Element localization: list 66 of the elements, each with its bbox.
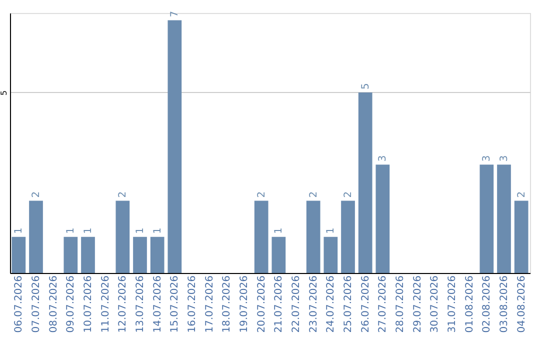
x-tick-label: 26.07.2026 [360, 276, 372, 333]
data-label: 2 [343, 191, 354, 198]
data-label: 1 [152, 228, 164, 234]
bar [116, 200, 130, 273]
bar [306, 200, 320, 273]
data-label: 3 [378, 155, 389, 162]
x-tick-label: 11.07.2026 [100, 276, 112, 333]
x-tick-label: 02.08.2026 [482, 276, 493, 333]
x-tick-label: 31.07.2026 [447, 276, 458, 333]
bar [341, 200, 355, 273]
data-label: 1 [83, 228, 94, 234]
x-tick-label: 06.07.2026 [14, 276, 25, 333]
bar [133, 236, 147, 273]
data-label: 2 [516, 191, 528, 198]
x-tick-label: 19.07.2026 [239, 276, 250, 333]
bar [150, 236, 164, 273]
bar [358, 92, 372, 273]
x-tick-label: 15.07.2026 [170, 276, 181, 333]
x-tick-label: 23.07.2026 [308, 276, 320, 333]
x-tick-label: 18.07.2026 [222, 276, 233, 333]
x-tick-label: 25.07.2026 [343, 276, 354, 333]
x-tick-label: 16.07.2026 [187, 276, 198, 333]
x-tick-label: 09.07.2026 [66, 276, 77, 333]
x-tick-label: 20.07.2026 [256, 276, 268, 333]
data-label: 2 [31, 191, 42, 198]
bar [64, 236, 78, 273]
bar [324, 236, 338, 273]
x-tick-label: 24.07.2026 [326, 276, 337, 333]
data-label: 3 [499, 155, 510, 162]
x-tick-label: 07.07.2026 [31, 276, 42, 333]
bar [81, 236, 95, 273]
bar [29, 200, 43, 273]
bar [497, 164, 511, 273]
data-label: 2 [256, 191, 268, 198]
x-tick-label: 14.07.2026 [152, 276, 164, 333]
data-label: 1 [326, 228, 337, 234]
x-tick-label: 10.07.2026 [83, 276, 94, 333]
x-tick-label: 03.08.2026 [499, 276, 510, 333]
x-tick-label: 13.07.2026 [135, 276, 146, 333]
x-tick-label: 12.07.2026 [118, 276, 129, 333]
x-tick-label: 27.07.2026 [378, 276, 389, 333]
bar [168, 20, 182, 273]
x-tick-label: 08.07.2026 [48, 276, 60, 333]
x-tick-label: 28.07.2026 [395, 276, 406, 333]
data-label: 3 [482, 155, 493, 162]
bar [12, 236, 26, 273]
data-label: 7 [170, 10, 181, 18]
data-label: 5 [360, 83, 372, 90]
bar [514, 200, 528, 273]
x-tick-label: 21.07.2026 [274, 276, 285, 333]
x-tick-label: 01.08.2026 [464, 276, 476, 333]
data-label: 2 [308, 191, 320, 198]
x-tick-label: 04.08.2026 [516, 276, 528, 333]
x-tick-label: 17.07.2026 [204, 276, 216, 333]
x-tick-label: 30.07.2026 [430, 276, 441, 333]
bar [376, 164, 390, 273]
x-tick-label: 29.07.2026 [412, 276, 424, 333]
bar [480, 164, 494, 273]
data-label: 1 [66, 228, 77, 234]
bar [254, 200, 268, 273]
data-label: 2 [118, 191, 129, 198]
bar [272, 236, 286, 273]
data-label: 1 [274, 228, 285, 234]
data-label: 1 [14, 228, 25, 234]
data-label: 1 [135, 228, 146, 234]
x-tick-label: 22.07.2026 [291, 276, 302, 333]
